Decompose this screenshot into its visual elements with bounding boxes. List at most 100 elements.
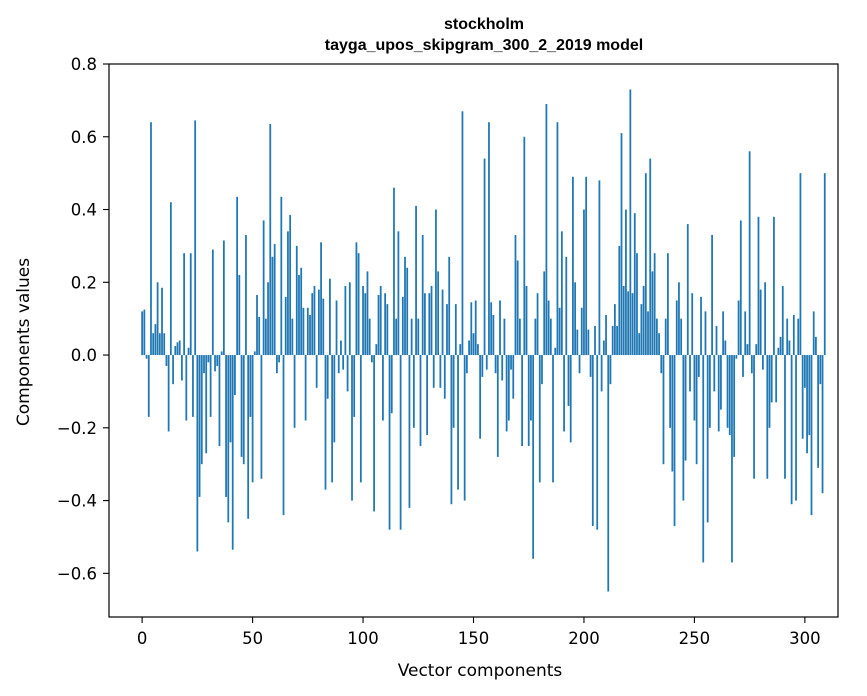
bar <box>503 318 506 356</box>
bar <box>185 355 188 421</box>
bar <box>556 122 559 356</box>
bar <box>196 355 199 552</box>
bar <box>647 311 649 356</box>
bar <box>490 302 493 356</box>
bar <box>143 309 146 356</box>
bar <box>426 355 428 436</box>
bar <box>251 355 254 483</box>
bar <box>812 311 815 356</box>
bar <box>216 355 219 366</box>
bar <box>211 249 214 356</box>
y-tick-label: 0.6 <box>71 128 97 147</box>
bar <box>519 318 521 356</box>
bar <box>439 355 442 388</box>
bar <box>488 122 490 356</box>
bar <box>340 340 342 356</box>
bar <box>680 318 683 356</box>
bar <box>421 234 424 356</box>
bar <box>496 355 499 457</box>
bar <box>507 355 510 421</box>
bar <box>695 355 698 465</box>
bar <box>625 209 627 356</box>
bar <box>667 253 669 356</box>
y-tick-label: −0.2 <box>57 419 97 438</box>
bar <box>172 355 174 385</box>
bar <box>742 355 744 377</box>
bar <box>602 340 605 356</box>
bar <box>293 355 296 428</box>
bar <box>373 355 375 512</box>
x-tick-label: 200 <box>568 629 600 648</box>
bar <box>655 318 658 356</box>
bar <box>183 253 185 356</box>
bar <box>609 355 612 385</box>
bar <box>724 340 727 356</box>
y-axis-ticks: −0.6 −0.4 −0.2 0.0 0.2 0.4 0.6 0.8 <box>57 55 109 583</box>
bar <box>377 295 380 356</box>
bar <box>262 220 265 356</box>
bar <box>264 318 267 356</box>
bar <box>355 242 358 356</box>
bar <box>209 355 212 417</box>
bar <box>276 355 278 374</box>
bar <box>669 355 671 428</box>
bar <box>525 285 528 356</box>
bar <box>633 213 636 356</box>
bar <box>711 234 713 356</box>
bar <box>821 355 824 494</box>
bar <box>512 355 515 399</box>
bar <box>770 355 773 403</box>
bar <box>737 300 740 356</box>
bar <box>198 355 201 497</box>
bar <box>627 291 630 356</box>
bar <box>600 355 603 392</box>
bar <box>616 325 618 356</box>
bar <box>499 300 501 356</box>
bar <box>247 355 250 519</box>
bar <box>245 234 247 356</box>
bar <box>317 289 320 356</box>
bar <box>642 285 645 356</box>
bar <box>280 196 283 356</box>
bar <box>393 187 395 356</box>
bars-group <box>141 89 826 592</box>
bar <box>304 355 307 421</box>
bar <box>554 347 557 356</box>
bar <box>722 311 725 356</box>
bar <box>351 355 353 501</box>
bar <box>253 351 256 356</box>
bar <box>585 176 588 356</box>
bar <box>514 234 517 356</box>
bar <box>808 355 811 436</box>
bar <box>671 355 674 472</box>
bar <box>764 282 766 356</box>
bar <box>362 285 364 356</box>
bar <box>309 315 311 356</box>
bar <box>181 355 183 381</box>
y-tick-label: −0.6 <box>57 564 97 583</box>
bar <box>404 256 406 356</box>
bar <box>432 355 435 388</box>
bar <box>673 355 676 527</box>
bar <box>474 300 477 356</box>
bar <box>706 355 709 523</box>
bar <box>437 271 440 356</box>
bar <box>605 315 607 356</box>
x-tick-label: 100 <box>347 629 379 648</box>
bar <box>284 296 287 356</box>
bar <box>446 304 448 356</box>
bar <box>203 355 205 374</box>
bar <box>759 289 762 356</box>
bar <box>269 124 272 356</box>
bar <box>728 355 731 436</box>
bar <box>249 355 252 417</box>
bar <box>408 355 411 508</box>
bar <box>468 340 470 356</box>
bar <box>505 355 508 432</box>
bar <box>746 344 749 356</box>
bar <box>457 355 459 490</box>
bar <box>353 355 356 417</box>
bar <box>291 318 294 356</box>
bar <box>483 158 486 356</box>
bar <box>510 355 512 370</box>
